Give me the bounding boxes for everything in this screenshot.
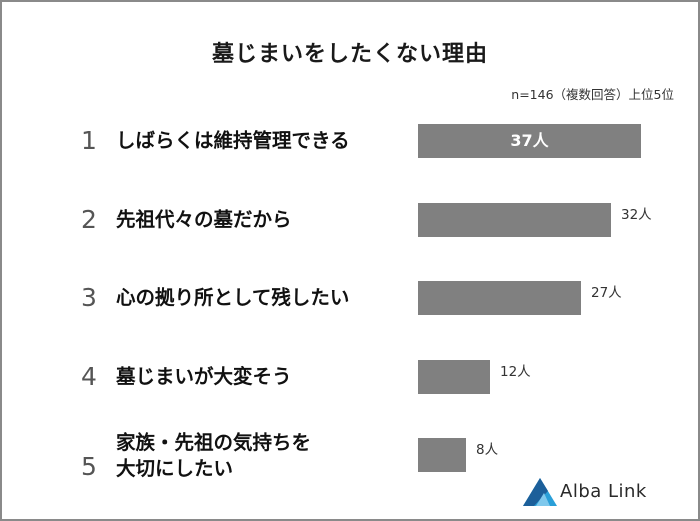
- sample-note: n=146（複数回答）上位5位: [511, 87, 674, 102]
- bar-row: 3 心の拠り所として残したい 27人: [0, 281, 700, 341]
- rank-label: 4: [81, 362, 97, 391]
- bar-row: 2 先祖代々の墓だから 32人: [0, 203, 700, 263]
- bar: [418, 281, 581, 315]
- bar-row: 4 墓じまいが大変そう 12人: [0, 360, 700, 420]
- category-label: 家族・先祖の気持ちを 大切にしたい: [116, 431, 312, 480]
- bar: [418, 203, 611, 237]
- category-label: 先祖代々の墓だから: [116, 208, 292, 231]
- alba-link-logo-icon: [523, 478, 557, 506]
- data-label: 32人: [621, 207, 652, 223]
- bar-row: 1 しばらくは維持管理できる 37人: [0, 124, 700, 184]
- bar-row: 5 家族・先祖の気持ちを 大切にしたい 8人: [0, 431, 700, 498]
- bar: [418, 124, 641, 158]
- data-label: 12人: [500, 364, 531, 380]
- data-label: 37人: [510, 131, 549, 150]
- data-label: 8人: [476, 442, 499, 458]
- rank-label: 1: [81, 126, 97, 155]
- alba-link-logo: Alba Link: [522, 477, 682, 507]
- bar: [418, 438, 466, 472]
- chart-title: 墓じまいをしたくない理由: [211, 42, 488, 67]
- category-label: 心の拠り所として残したい: [116, 286, 350, 309]
- rank-label: 2: [81, 205, 97, 234]
- category-label: しばらくは維持管理できる: [116, 129, 350, 152]
- bar: [418, 360, 490, 394]
- data-label: 27人: [591, 285, 622, 301]
- category-label: 墓じまいが大変そう: [116, 365, 292, 388]
- rank-label: 5: [81, 452, 97, 481]
- brand-name: Alba Link: [560, 481, 647, 502]
- rank-label: 3: [81, 283, 97, 312]
